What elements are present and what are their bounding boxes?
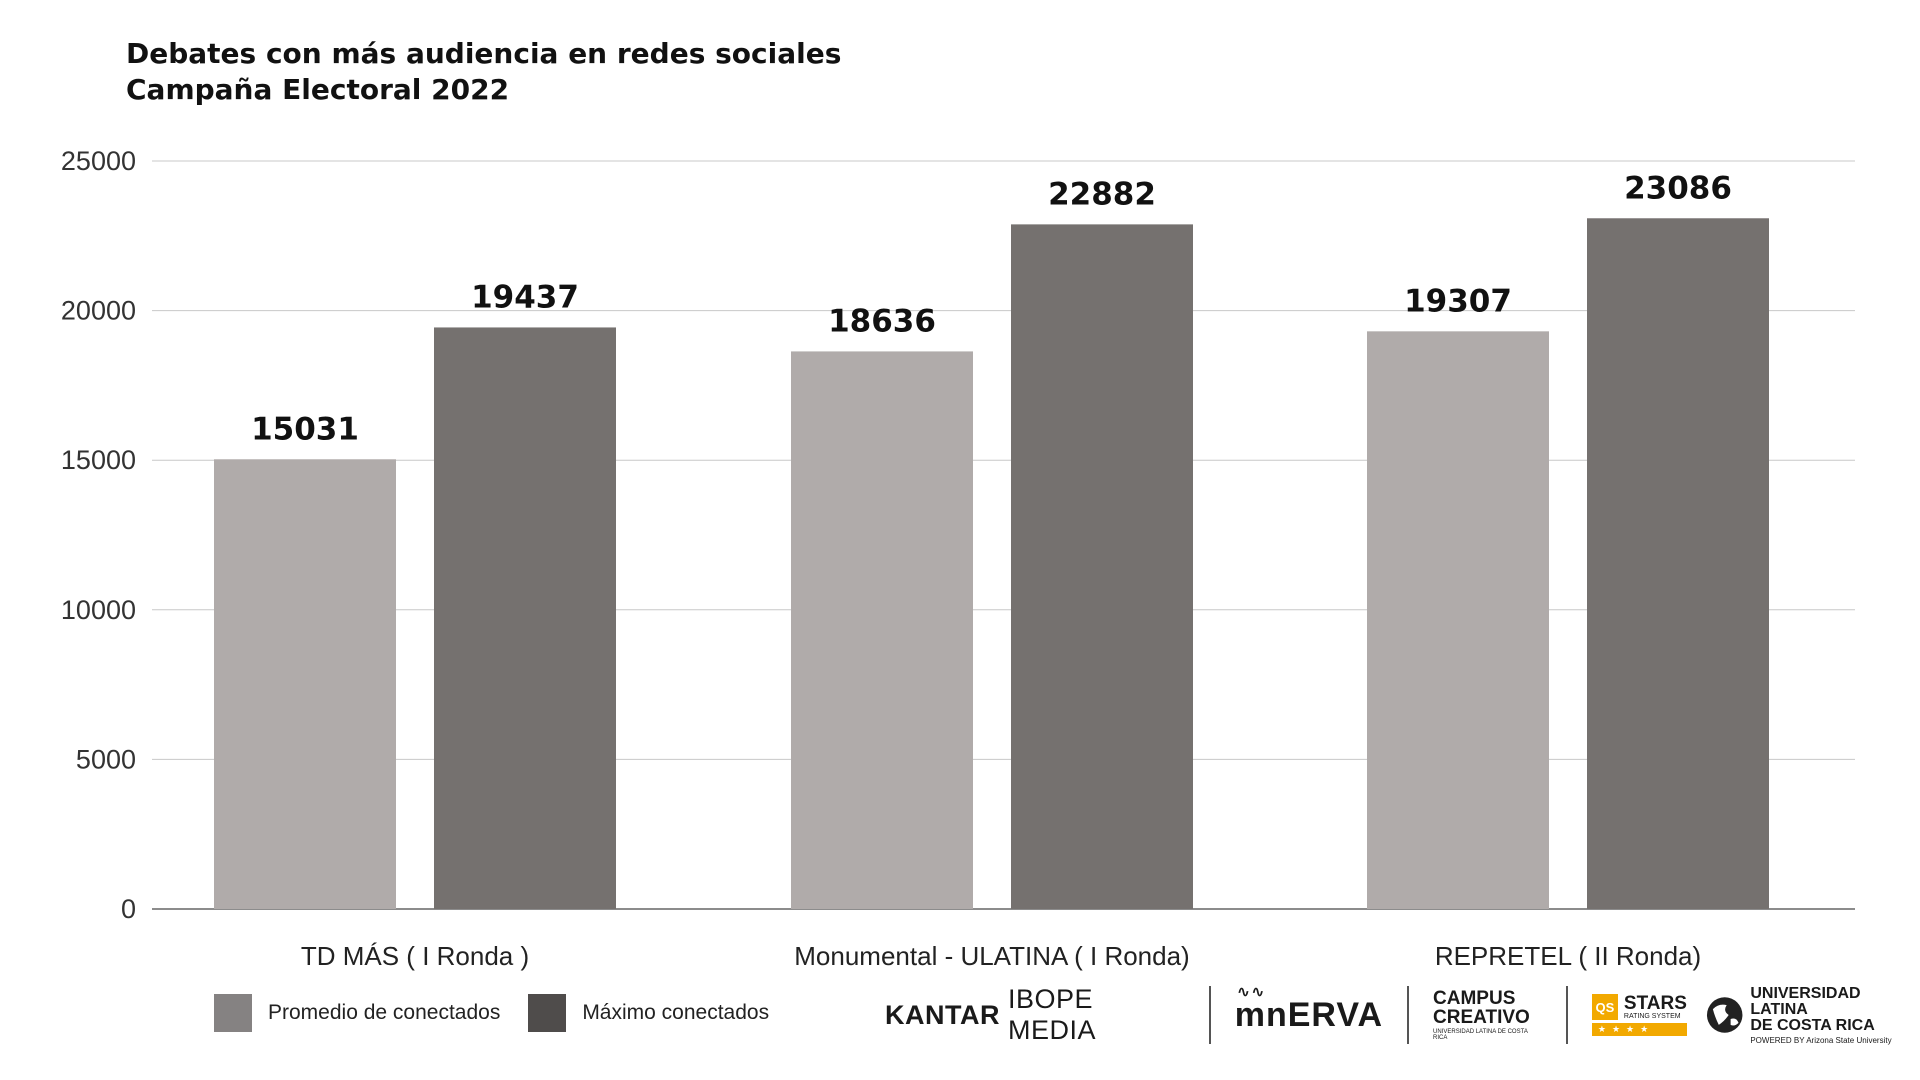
ulatina-line-1: UNIVERSIDAD LATINA: [1750, 984, 1861, 1018]
bar: [214, 459, 396, 909]
qs-stars-logo: QS STARS RATING SYSTEM ★★★★: [1591, 993, 1687, 1036]
y-tick-label: 0: [121, 894, 136, 924]
stars-text: STARS: [1623, 993, 1687, 1014]
ulatina-line-3: POWERED BY Arizona State University: [1750, 1035, 1892, 1045]
title-line-1: Debates con más audiencia en redes socia…: [126, 37, 842, 70]
campus-creativo-logo: CAMPUS CREATIVO UNIVERSIDAD LATINA DE CO…: [1433, 989, 1542, 1041]
star-rating-icon: ★★★★: [1591, 1023, 1687, 1036]
minerva-logo: ∿∿ mnERVA: [1234, 984, 1384, 1035]
qs-badge-icon: QS: [1591, 994, 1618, 1020]
logo-divider: [1407, 986, 1410, 1044]
ulatina-line-2: DE COSTA RICA: [1750, 1016, 1875, 1034]
legend-item-maximo: Máximo conectados: [528, 994, 769, 1032]
bar: [791, 351, 973, 909]
y-tick-label: 10000: [61, 595, 136, 625]
y-tick-label: 5000: [76, 744, 136, 774]
stars-subtext: RATING SYSTEM: [1623, 1013, 1681, 1020]
data-label: 19307: [1404, 283, 1512, 319]
minerva-wave-icon: ∿∿: [1236, 983, 1266, 1001]
legend: Promedio de conectados Máximo conectados: [214, 994, 797, 1032]
logo-divider: [1208, 986, 1211, 1044]
x-tick-label: TD MÁS ( I Ronda ): [301, 941, 529, 971]
campus-subtext: UNIVERSIDAD LATINA DE COSTA RICA: [1433, 1029, 1528, 1041]
kantar-text: KANTAR: [885, 999, 1000, 1030]
logo-divider: [1565, 986, 1568, 1044]
legend-swatch-promedio: [214, 994, 252, 1032]
x-tick-label: REPRETEL ( II Ronda): [1435, 941, 1701, 971]
y-tick-label: 20000: [61, 296, 136, 326]
data-label: 19437: [471, 279, 579, 315]
globe-icon: [1706, 997, 1743, 1033]
bar: [1367, 331, 1549, 909]
ulatina-logo: UNIVERSIDAD LATINA DE COSTA RICA POWERED…: [1705, 984, 1920, 1045]
chart-title: Debates con más audiencia en redes socia…: [126, 36, 841, 108]
bar: [1011, 224, 1193, 910]
minerva-text: mnERVA: [1234, 995, 1384, 1034]
data-label: 22882: [1048, 176, 1156, 212]
legend-label-maximo: Máximo conectados: [582, 1001, 770, 1024]
ibope-media-text: IBOPE MEDIA: [1007, 984, 1096, 1045]
legend-label-promedio: Promedio de conectados: [268, 1001, 501, 1024]
bar: [1587, 218, 1769, 910]
x-tick-label: Monumental - ULATINA ( I Ronda): [794, 941, 1189, 971]
creativo-text: CREATIVO: [1433, 1007, 1530, 1028]
title-line-2: Campaña Electoral 2022: [126, 73, 510, 106]
campus-text: CAMPUS: [1433, 988, 1516, 1009]
y-tick-label: 25000: [61, 146, 136, 176]
kantar-ibope-logo: KANTAR IBOPE MEDIA: [885, 984, 1185, 1046]
legend-item-promedio: Promedio de conectados: [214, 994, 500, 1032]
bar: [434, 327, 616, 909]
data-label: 15031: [251, 411, 359, 447]
data-label: 23086: [1624, 170, 1732, 206]
data-label: 18636: [828, 303, 936, 339]
y-tick-label: 15000: [61, 445, 136, 475]
sponsor-logos: KANTAR IBOPE MEDIA ∿∿ mnERVA CAMPUS CREA…: [885, 984, 1920, 1046]
legend-swatch-maximo: [528, 994, 567, 1032]
